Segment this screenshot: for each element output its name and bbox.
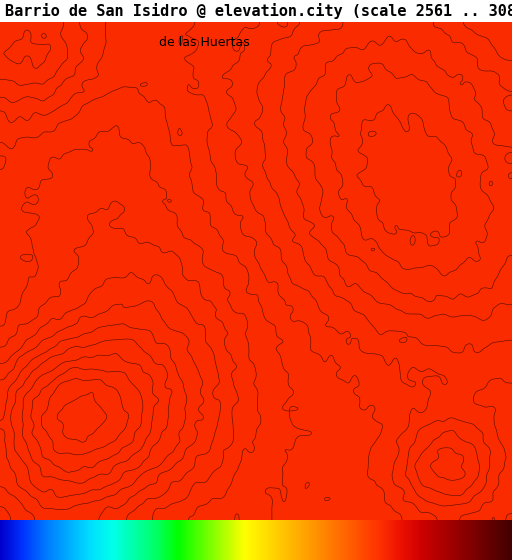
Text: Barrio de San Isidro @ elevation.city (scale 2561 .. 3084 m)*: Barrio de San Isidro @ elevation.city (s…: [5, 3, 512, 19]
Text: de las Huertas: de las Huertas: [159, 36, 250, 49]
